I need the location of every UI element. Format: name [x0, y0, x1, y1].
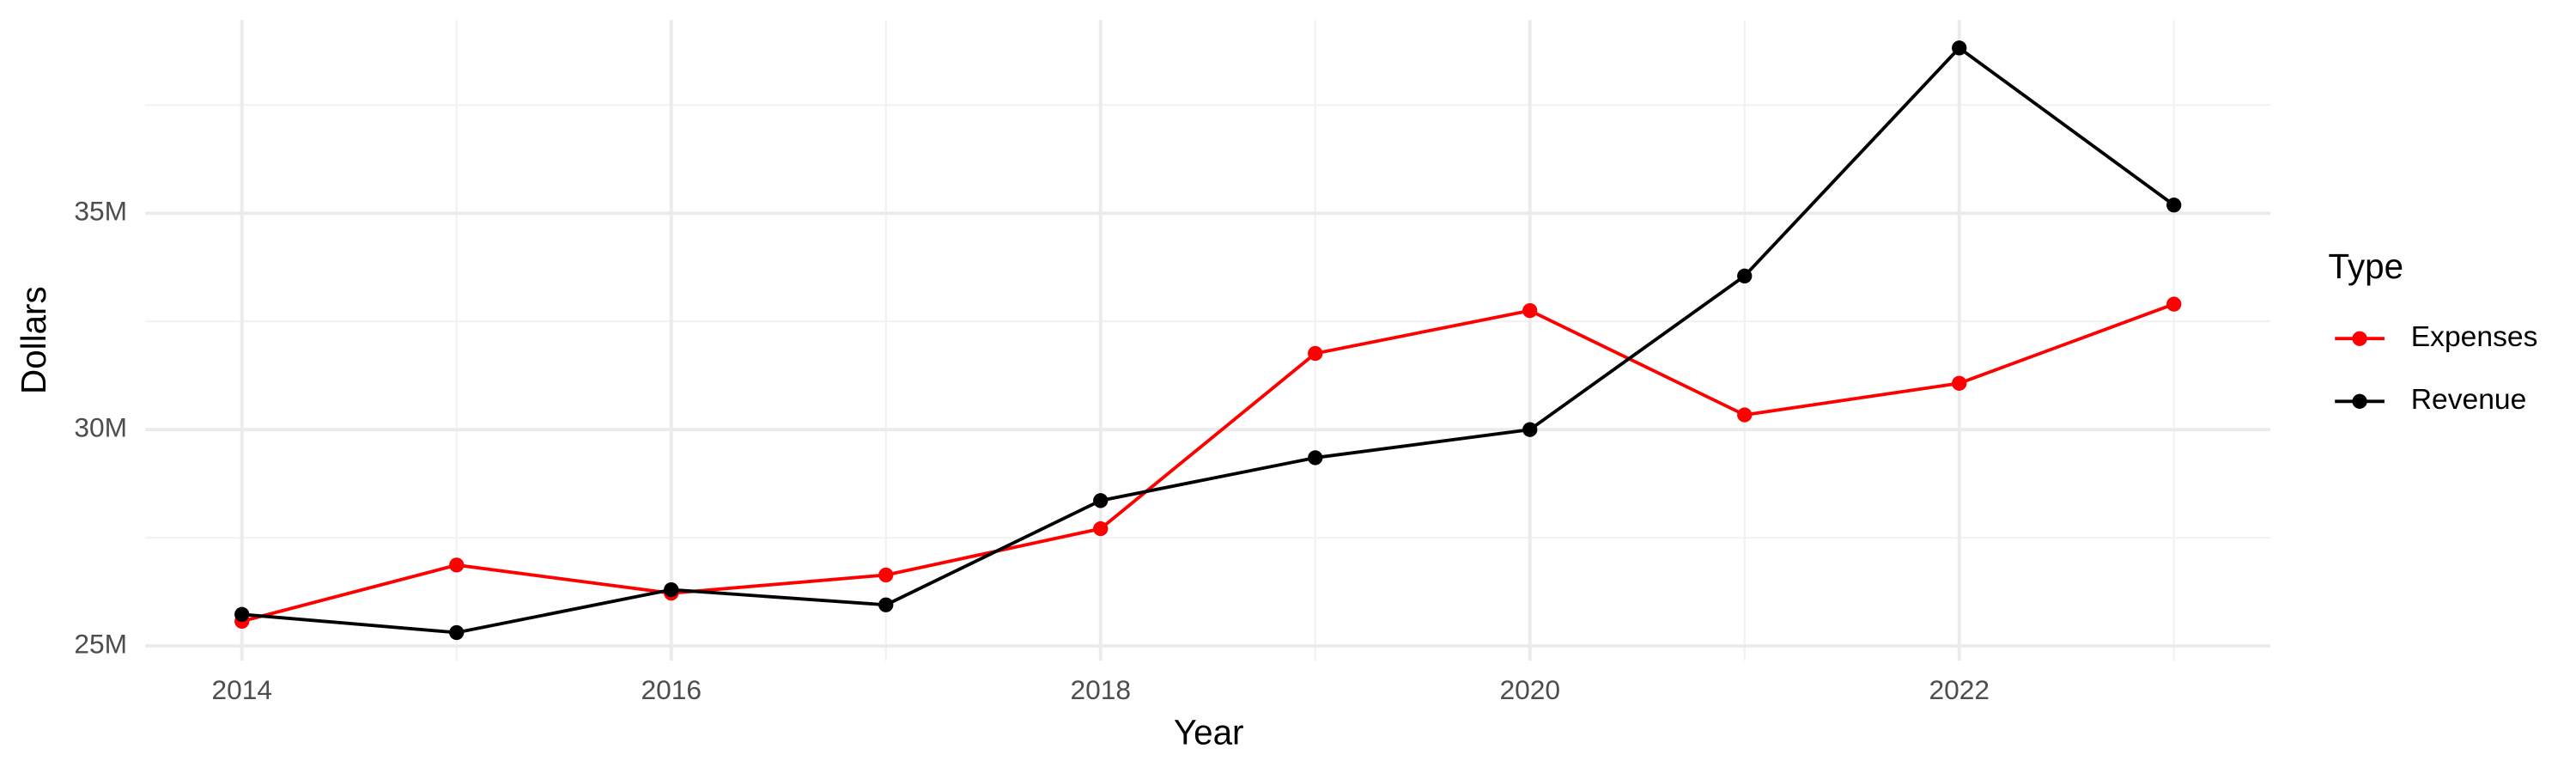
- data-point: [1093, 493, 1109, 508]
- legend-key-point: [2352, 331, 2367, 346]
- x-tick-label: 2018: [1070, 674, 1131, 705]
- legend-key-point: [2352, 393, 2367, 409]
- y-tick-label: 25M: [74, 628, 127, 659]
- x-tick-label: 2014: [211, 674, 272, 705]
- y-tick-label: 35M: [74, 196, 127, 227]
- y-tick-label: 30M: [74, 412, 127, 443]
- data-point: [449, 624, 465, 641]
- data-point: [1308, 450, 1323, 466]
- series-line: [241, 302, 2175, 624]
- legend-label: Expenses: [2411, 321, 2538, 353]
- data-point: [1308, 345, 1323, 362]
- data-point: [1952, 375, 1967, 391]
- data-point: [1952, 40, 1967, 56]
- data-point: [1522, 422, 1538, 437]
- data-point: [1737, 268, 1753, 283]
- x-axis-title: Year: [1174, 712, 1244, 752]
- x-tick-label: 2016: [641, 674, 702, 705]
- data-point: [2166, 296, 2182, 312]
- data-point: [664, 581, 679, 598]
- legend-title: Type: [2329, 247, 2404, 286]
- legend-label: Revenue: [2411, 384, 2527, 416]
- data-point: [1737, 407, 1753, 423]
- series-line: [241, 46, 2175, 635]
- data-point: [878, 567, 894, 583]
- data-point: [2166, 198, 2182, 213]
- data-point: [449, 557, 465, 573]
- x-tick-label: 2020: [1499, 674, 1560, 705]
- data-point: [1093, 520, 1109, 537]
- data-point: [878, 597, 894, 612]
- y-axis-title: Dollars: [14, 286, 53, 394]
- data-point: [234, 606, 250, 622]
- x-tick-label: 2022: [1929, 674, 1990, 705]
- data-point: [1522, 302, 1538, 319]
